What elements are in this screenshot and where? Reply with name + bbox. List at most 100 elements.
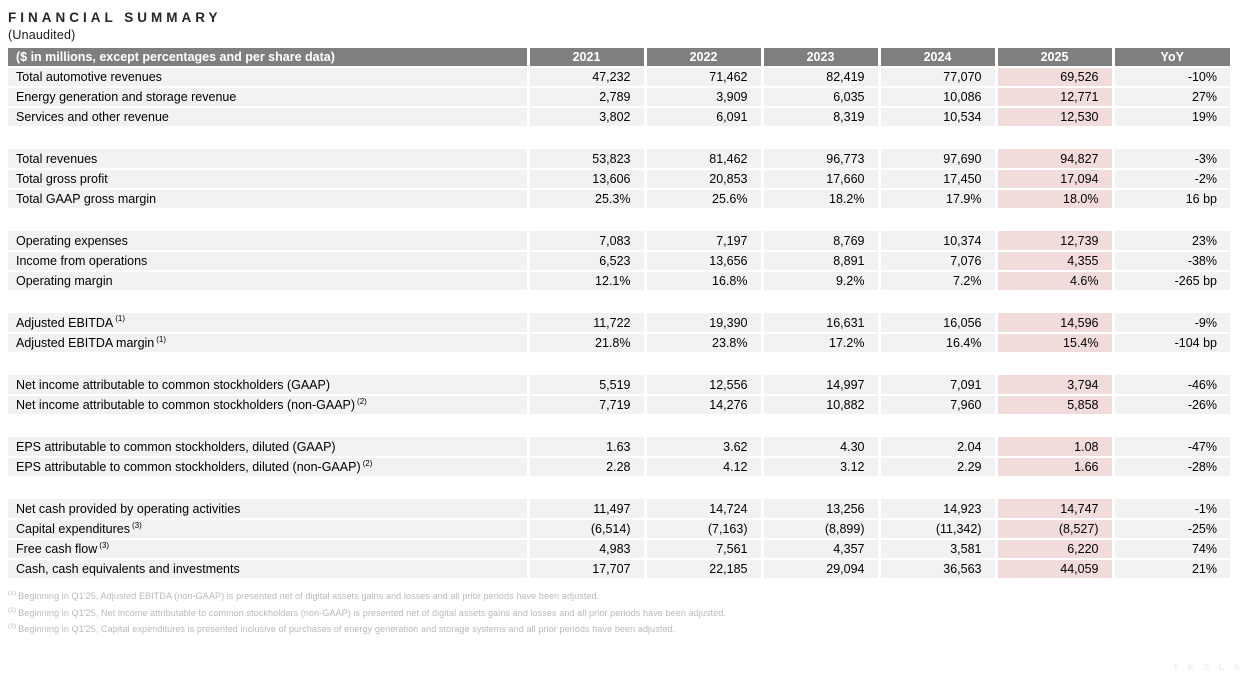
footnote-marker: (3) [131, 520, 142, 530]
table-body: Total automotive revenues 47,232 71,462 82,… [8, 67, 1230, 580]
row-label: Income from operations [8, 251, 528, 272]
cell-2021: 53,823 [526, 149, 645, 170]
table-row: Adjusted EBITDA margin (1) 21.8% 23.8% 17.2%… [8, 333, 1230, 354]
cell-yoy: 74% [1111, 539, 1230, 560]
cell-2022: 6,091 [643, 107, 762, 128]
page-title: FINANCIAL SUMMARY [8, 10, 222, 25]
cell-yoy: -47% [1111, 437, 1230, 458]
cell-2021: 47,232 [526, 67, 645, 88]
cell-2025: 17,094 [994, 169, 1113, 190]
cell-2023: 8,891 [760, 251, 879, 272]
cell-yoy: -2% [1111, 169, 1230, 190]
cell-2023: 82,419 [760, 67, 879, 88]
cell-2025: 15.4% [994, 333, 1113, 354]
cell-2021: 13,606 [526, 169, 645, 190]
row-label: EPS attributable to common stockholders,… [8, 457, 528, 478]
cell-2022: 14,276 [643, 395, 762, 416]
table-row: Services and other revenue 3,802 6,091 8,31… [8, 107, 1230, 128]
cell-yoy: 21% [1111, 559, 1230, 580]
header-col-2024: 2024 [877, 48, 996, 68]
cell-2022: 16.8% [643, 271, 762, 292]
table-row: Free cash flow (3) 4,983 7,561 4,357 3,581 6,2… [8, 539, 1230, 560]
row-label: Services and other revenue [8, 107, 528, 128]
cell-2024: 10,086 [877, 87, 996, 108]
row-label: Total revenues [8, 149, 528, 170]
footnote-marker: (3) [99, 540, 110, 550]
cell-2024: 10,534 [877, 107, 996, 128]
cell-2023: 8,769 [760, 231, 879, 252]
header-col-2021: 2021 [526, 48, 645, 68]
row-label: Net cash provided by operating activitie… [8, 499, 528, 520]
footnote-number: (3) [8, 623, 17, 630]
cell-yoy: -265 bp [1111, 271, 1230, 292]
cell-2021: 6,523 [526, 251, 645, 272]
cell-2023: 6,035 [760, 87, 879, 108]
row-label: Operating margin [8, 271, 528, 292]
cell-yoy: -38% [1111, 251, 1230, 272]
table-row: EPS attributable to common stockholders,… [8, 437, 1230, 458]
footnote-marker: (1) [115, 314, 126, 324]
header-col-2022: 2022 [643, 48, 762, 68]
row-label: Free cash flow (3) [8, 539, 528, 560]
spacer-row [8, 415, 1230, 437]
spacer-cell [8, 127, 1230, 149]
row-label: Cash, cash equivalents and investments [8, 559, 528, 580]
cell-2021: 21.8% [526, 333, 645, 354]
cell-2024: 10,374 [877, 231, 996, 252]
table-header: ($ in millions, except percentages and p… [8, 48, 1230, 68]
cell-yoy: 16 bp [1111, 189, 1230, 210]
cell-2025: 12,530 [994, 107, 1113, 128]
cell-2024: 97,690 [877, 149, 996, 170]
header-row: ($ in millions, except percentages and p… [8, 48, 1230, 68]
financial-summary-page: FINANCIAL SUMMARY (Unaudited) ($ in mill… [8, 10, 1230, 634]
spacer-row [8, 209, 1230, 231]
cell-2023: 9.2% [760, 271, 879, 292]
cell-2023: 96,773 [760, 149, 879, 170]
cell-2025: (8,527) [994, 519, 1113, 540]
cell-2024: 17,450 [877, 169, 996, 190]
table-row: Operating margin 12.1% 16.8% 9.2% 7.2% 4.6% -2… [8, 271, 1230, 292]
table-row: Total GAAP gross margin 25.3% 25.6% 18.2% 17… [8, 189, 1230, 210]
cell-2021: 7,719 [526, 395, 645, 416]
cell-2024: 2.29 [877, 457, 996, 478]
cell-2025: 6,220 [994, 539, 1113, 560]
cell-2021: 11,722 [526, 313, 645, 334]
cell-2023: 29,094 [760, 559, 879, 580]
cell-2021: 2.28 [526, 457, 645, 478]
cell-yoy: 23% [1111, 231, 1230, 252]
financial-summary-table: ($ in millions, except percentages and p… [8, 48, 1230, 580]
table-row: Total gross profit 13,606 20,853 17,660 17,4… [8, 169, 1230, 190]
cell-2021: 17,707 [526, 559, 645, 580]
cell-2021: 11,497 [526, 499, 645, 520]
cell-yoy: 19% [1111, 107, 1230, 128]
cell-2024: 36,563 [877, 559, 996, 580]
cell-yoy: -28% [1111, 457, 1230, 478]
cell-2025: 1.66 [994, 457, 1113, 478]
spacer-row [8, 291, 1230, 313]
cell-yoy: -104 bp [1111, 333, 1230, 354]
cell-yoy: -10% [1111, 67, 1230, 88]
cell-2024: 14,923 [877, 499, 996, 520]
cell-2022: 7,197 [643, 231, 762, 252]
cell-2021: 2,789 [526, 87, 645, 108]
cell-2023: 10,882 [760, 395, 879, 416]
header-col-2023: 2023 [760, 48, 879, 68]
footnote-number: (1) [8, 590, 17, 597]
cell-2025: 4,355 [994, 251, 1113, 272]
header-col-2025: 2025 [994, 48, 1113, 68]
cell-yoy: -26% [1111, 395, 1230, 416]
cell-2025: 4.6% [994, 271, 1113, 292]
cell-2025: 12,771 [994, 87, 1113, 108]
table-row: Net income attributable to common stockh… [8, 395, 1230, 416]
cell-2022: 3,909 [643, 87, 762, 108]
cell-2022: 14,724 [643, 499, 762, 520]
cell-2025: 18.0% [994, 189, 1113, 210]
cell-2025: 44,059 [994, 559, 1113, 580]
cell-yoy: -3% [1111, 149, 1230, 170]
header-caption: ($ in millions, except percentages and p… [8, 48, 528, 68]
cell-2022: 4.12 [643, 457, 762, 478]
cell-2023: 17,660 [760, 169, 879, 190]
table-row: Total automotive revenues 47,232 71,462 82,… [8, 67, 1230, 88]
cell-2024: 7,960 [877, 395, 996, 416]
table-row: Adjusted EBITDA (1) 11,722 19,390 16,631 16,0… [8, 313, 1230, 334]
